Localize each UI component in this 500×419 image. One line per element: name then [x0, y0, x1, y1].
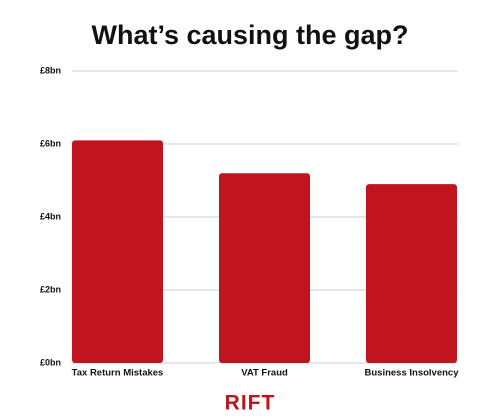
y-tick-label: £8bn	[40, 65, 61, 75]
y-tick-label: £0bn	[40, 357, 61, 367]
x-tick-label: VAT Fraud	[241, 368, 288, 379]
y-tick-label: £2bn	[40, 284, 61, 294]
chart-title: What’s causing the gap?	[91, 20, 408, 50]
bar	[219, 173, 310, 363]
y-tick-label: £4bn	[40, 211, 61, 221]
logo: RIFT	[225, 392, 276, 415]
x-tick-label: Business Insolvency	[365, 368, 460, 379]
y-tick-label: £6bn	[40, 138, 61, 148]
bar	[366, 184, 457, 363]
bar	[72, 140, 163, 363]
x-tick-label: Tax Return Mistakes	[72, 368, 164, 379]
